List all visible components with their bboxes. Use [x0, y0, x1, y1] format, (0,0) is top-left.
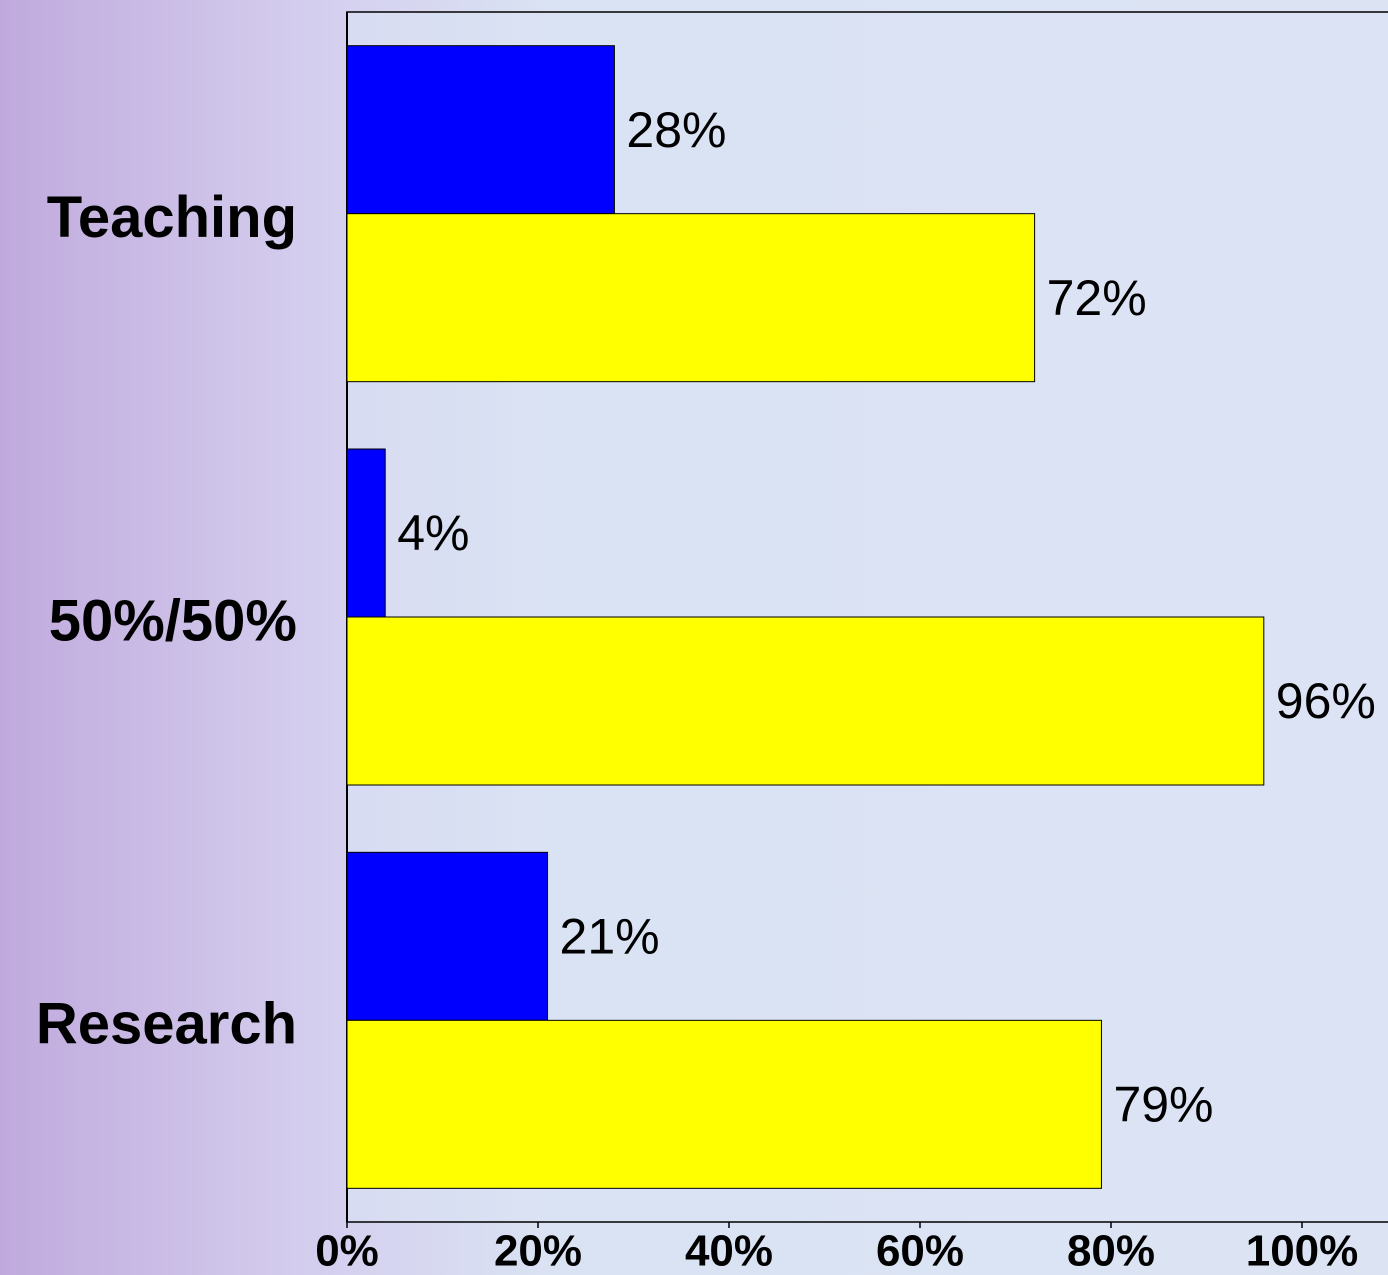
x-tick-label: 40%: [685, 1227, 773, 1275]
value-label: 28%: [626, 102, 726, 158]
value-label: 79%: [1113, 1077, 1213, 1133]
value-label: 96%: [1276, 673, 1376, 729]
value-label: 21%: [560, 909, 660, 965]
x-tick-label: 60%: [876, 1227, 964, 1275]
bar: [346, 213, 1036, 383]
bar: [346, 1019, 1102, 1189]
category-label: Teaching: [47, 185, 297, 250]
category-label: 50%/50%: [49, 588, 297, 653]
x-tick-label: 100%: [1246, 1227, 1359, 1275]
x-tick-label: 0%: [315, 1227, 379, 1275]
bar: [346, 616, 1265, 786]
bar: [346, 448, 386, 618]
category-label: Research: [36, 992, 297, 1057]
value-label: 4%: [397, 505, 469, 561]
bar: [346, 851, 549, 1021]
bar: [346, 45, 615, 215]
x-tick-label: 20%: [494, 1227, 582, 1275]
value-label: 72%: [1047, 270, 1147, 326]
x-tick-label: 80%: [1067, 1227, 1155, 1275]
